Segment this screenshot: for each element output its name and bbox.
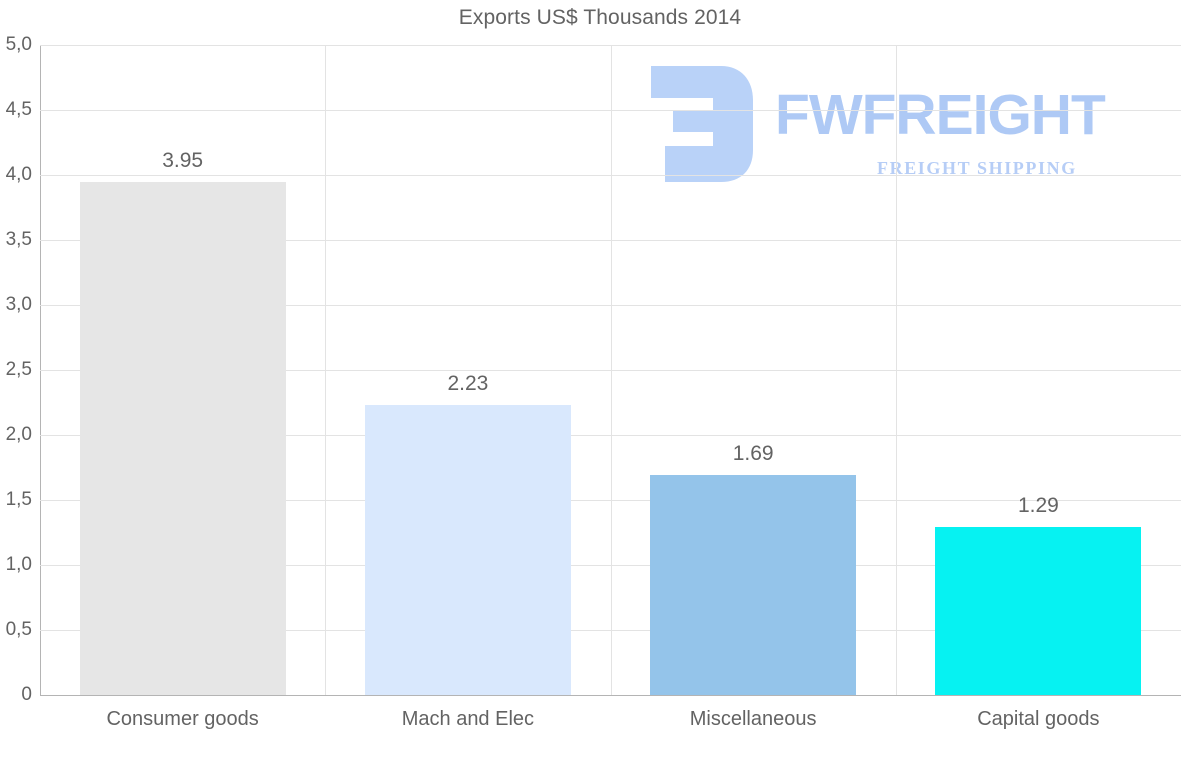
bar-value-label: 1.29 [1017,494,1059,518]
gridline-horizontal [40,45,1181,46]
y-axis-tick-label: 2,5 [5,359,32,380]
gridline-horizontal [40,175,1181,176]
y-axis-tick-label: 1,0 [5,554,32,575]
x-axis-category-label: Mach and Elec [401,708,535,730]
gridline-horizontal [40,305,1181,306]
bar-value-label: 1.69 [732,442,774,466]
gridline-horizontal [40,500,1181,501]
y-axis-tick-label: 4,0 [5,164,32,185]
x-axis-category-label: Miscellaneous [689,708,817,730]
y-axis-tick-label: 1,5 [5,489,32,510]
y-axis-tick-label: 2,0 [5,424,32,445]
y-axis-tick-label: 3,5 [5,229,32,250]
bar[interactable] [935,527,1142,695]
bar[interactable] [364,405,571,695]
x-axis-category-label: Consumer goods [106,708,259,730]
gridline-horizontal [40,370,1181,371]
bar-value-label: 3.95 [162,148,204,172]
gridline-horizontal [40,565,1181,566]
gridline-horizontal [40,630,1181,631]
y-axis-tick-label: 5,0 [5,34,32,55]
bar-value-label: 2.23 [447,372,489,396]
x-axis-category-label: Capital goods [977,708,1100,730]
y-axis-tick-label: 0,5 [5,619,32,640]
gridline-vertical [611,45,612,695]
chart-title: Exports US$ Thousands 2014 [458,6,742,29]
y-axis-tick-label: 0 [21,684,32,705]
gridline-vertical [325,45,326,695]
bar[interactable] [650,475,857,695]
gridline-horizontal [40,435,1181,436]
y-axis-tick-label: 4,5 [5,99,32,120]
y-axis-tick-label: 3,0 [5,294,32,315]
bar[interactable] [79,181,286,695]
gridline-vertical [896,45,897,695]
plot-area [40,45,1181,696]
axis-baseline [40,695,1181,696]
gridline-horizontal [40,110,1181,111]
gridline-horizontal [40,240,1181,241]
